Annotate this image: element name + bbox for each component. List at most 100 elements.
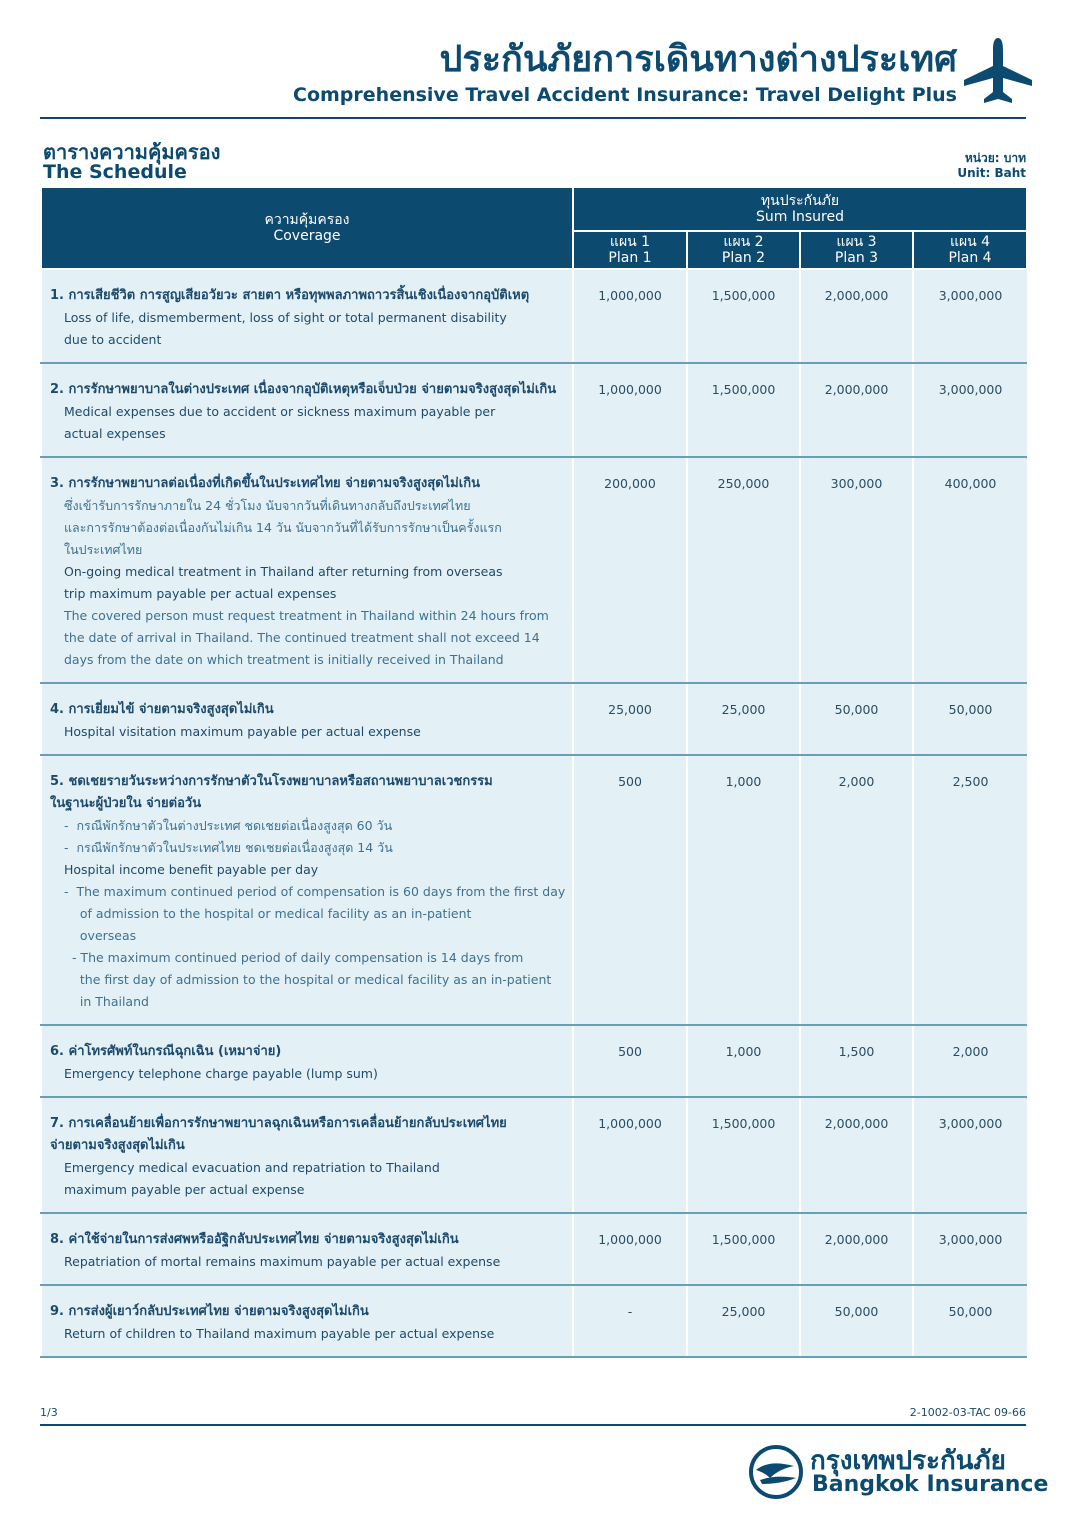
title-en: Hospital visitation maximum payable per … <box>64 724 421 739</box>
sum-value: 1,500,000 <box>686 1097 800 1214</box>
details-en: days from the date on which treatment is… <box>64 652 504 667</box>
details-en: overseas <box>64 928 137 943</box>
details-th: - กรณีพักรักษาตัวในประเทศไทย ชดเชยต่อเนื… <box>64 840 393 855</box>
details-en: - The maximum continued period of daily … <box>64 950 524 965</box>
title-en: Emergency medical evacuation and repatri… <box>64 1160 440 1175</box>
sum-value: 2,000,000 <box>799 1213 913 1286</box>
coverage-cell: 8. ค่าใช้จ่ายในการส่งศพหรืออัฐิกลับประเท… <box>40 1213 573 1286</box>
sum-value: 2,000,000 <box>799 1097 913 1214</box>
footer-rule <box>40 1424 1026 1426</box>
sum-value: 1,000,000 <box>572 269 687 364</box>
sum-value: 1,500,000 <box>686 363 800 458</box>
brand-en: Bangkok Insurance <box>812 1472 1049 1497</box>
title-th: 8. ค่าใช้จ่ายในการส่งศพหรืออัฐิกลับประเท… <box>50 1232 459 1247</box>
coverage-cell: 5. ชดเชยรายวันระหว่างการรักษาตัวในโรงพยา… <box>40 755 573 1026</box>
section-title-en: The Schedule <box>43 161 187 183</box>
title-en: Emergency telephone charge payable (lump… <box>64 1066 378 1081</box>
coverage-en: Coverage <box>273 228 341 244</box>
sum-value: 50,000 <box>799 683 913 756</box>
title-th: จ่ายตามจริงสูงสุดไม่เกิน <box>50 1138 185 1153</box>
coverage-header: ความคุ้มครอง Coverage <box>40 188 574 270</box>
sum-value: 1,000 <box>686 1025 800 1098</box>
details-th: ซึ่งเข้ารับการรักษาภายใน 24 ชั่วโมง นับจ… <box>64 498 471 513</box>
title-th: ประกันภัยการเดินทางต่างประเทศ <box>439 39 958 80</box>
coverage-cell: 6. ค่าโทรศัพท์ในกรณีฉุกเฉิน (เหมาจ่าย) Em… <box>40 1025 573 1098</box>
coverage-row: 5. ชดเชยรายวันระหว่างการรักษาตัวในโรงพยา… <box>40 755 1028 1026</box>
plan-en: Plan 4 <box>948 250 992 266</box>
plan-th: แผน 1 <box>609 234 651 250</box>
section-title-th: ตารางความคุ้มครอง <box>43 140 221 164</box>
plan-th: แผน 3 <box>836 234 877 250</box>
sum-value: - <box>572 1285 687 1358</box>
brand-logo <box>749 1445 803 1499</box>
sum-value: 1,500,000 <box>686 269 800 364</box>
plan-en: Plan 2 <box>721 250 766 266</box>
coverage-cell: 3. การรักษาพยาบาลต่อเนื่องที่เกิดขึ้นในป… <box>40 457 573 684</box>
sum-value: 500 <box>572 1025 687 1098</box>
coverage-row: 8. ค่าใช้จ่ายในการส่งศพหรืออัฐิกลับประเท… <box>40 1213 1028 1286</box>
title-en: trip maximum payable per actual expenses <box>64 586 337 601</box>
header-row: ความคุ้มครอง Coverage ทุนประกันภัย Sum Insu… <box>40 188 1029 270</box>
sum-value: 1,000 <box>686 755 800 1026</box>
page-number: 1/3 <box>40 1406 58 1419</box>
title-th: 6. ค่าโทรศัพท์ในกรณีฉุกเฉิน (เหมาจ่าย) <box>50 1044 282 1059</box>
sum-value: 1,500,000 <box>686 1213 800 1286</box>
plan-header: แผน 2 Plan 2 <box>686 231 801 270</box>
plan-th: แผน 4 <box>949 234 991 250</box>
plan-header: แผน 4 Plan 4 <box>911 231 1029 270</box>
sum-value: 1,000,000 <box>572 1213 687 1286</box>
sum-value: 50,000 <box>911 683 1028 756</box>
title-en: due to accident <box>64 332 162 347</box>
title-th: 3. การรักษาพยาบาลต่อเนื่องที่เกิดขึ้นในป… <box>50 476 480 491</box>
plan-th: แผน 2 <box>723 234 764 250</box>
sum-value: 250,000 <box>686 457 800 684</box>
details-th: และการรักษาต้องต่อเนื่องกันไม่เกิน 14 วั… <box>64 520 502 535</box>
title-en: Return of children to Thailand maximum p… <box>64 1326 495 1341</box>
sum-value: 200,000 <box>572 457 687 684</box>
unit-th: หน่วย: บาท <box>964 151 1026 165</box>
coverage-row: 6. ค่าโทรศัพท์ในกรณีฉุกเฉิน (เหมาจ่าย) Em… <box>40 1025 1028 1098</box>
schedule-table: ความคุ้มครอง Coverage ทุนประกันภัย Sum Insu… <box>40 188 1029 1358</box>
title-th: 1. การเสียชีวิต การสูญเสียอวัยวะ สายตา ห… <box>50 288 530 303</box>
title-th: 4. การเยี่ยมไข้ จ่ายตามจริงสูงสุดไม่เกิน <box>50 702 274 717</box>
sum-value: 1,000,000 <box>572 1097 687 1214</box>
coverage-row: 1. การเสียชีวิต การสูญเสียอวัยวะ สายตา ห… <box>40 269 1028 364</box>
coverage-row: 4. การเยี่ยมไข้ จ่ายตามจริงสูงสุดไม่เกิน… <box>40 683 1028 756</box>
brand-th: กรุงเทพประกันภัย <box>810 1446 1006 1476</box>
title-th: 2. การรักษาพยาบาลในต่างประเทศ เนื่องจากอ… <box>50 382 557 397</box>
sum-value: 2,000 <box>799 755 913 1026</box>
title-en: On-going medical treatment in Thailand a… <box>64 564 503 579</box>
title-en: Hospital income benefit payable per day <box>64 862 319 877</box>
sum-value: 500 <box>572 755 687 1026</box>
sum-value: 2,000 <box>911 1025 1028 1098</box>
plan-header: แผน 3 Plan 3 <box>799 231 914 270</box>
title-en: Comprehensive Travel Accident Insurance:… <box>293 84 957 106</box>
sum-value: 3,000,000 <box>911 1097 1028 1214</box>
title-en: Medical expenses due to accident or sick… <box>64 404 496 419</box>
sum-value: 2,000,000 <box>799 269 913 364</box>
sum-value: 50,000 <box>911 1285 1028 1358</box>
title-en: Repatriation of mortal remains maximum p… <box>64 1254 501 1269</box>
sum-value: 400,000 <box>911 457 1028 684</box>
sum-value: 1,000,000 <box>572 363 687 458</box>
sum-en: Sum Insured <box>756 209 844 225</box>
header-rule <box>40 117 1026 119</box>
title-en: maximum payable per actual expense <box>64 1182 305 1197</box>
plan-en: Plan 1 <box>608 250 652 266</box>
coverage-cell: 1. การเสียชีวิต การสูญเสียอวัยวะ สายตา ห… <box>40 269 573 364</box>
coverage-cell: 7. การเคลื่อนย้ายเพื่อการรักษาพยาบาลฉุกเ… <box>40 1097 573 1214</box>
coverage-row: 2. การรักษาพยาบาลในต่างประเทศ เนื่องจากอ… <box>40 363 1028 458</box>
doc-code: 2-1002-03-TAC 09-66 <box>909 1406 1026 1419</box>
coverage-row: 9. การส่งผู้เยาว์กลับประเทศไทย จ่ายตามจร… <box>40 1285 1028 1358</box>
title-th: 7. การเคลื่อนย้ายเพื่อการรักษาพยาบาลฉุกเ… <box>50 1116 507 1131</box>
sum-value: 300,000 <box>799 457 913 684</box>
coverage-cell: 2. การรักษาพยาบาลในต่างประเทศ เนื่องจากอ… <box>40 363 573 458</box>
details-en: - The maximum continued period of compen… <box>64 884 566 899</box>
sum-th: ทุนประกันภัย <box>760 193 840 209</box>
title-th: 9. การส่งผู้เยาว์กลับประเทศไทย จ่ายตามจร… <box>50 1304 369 1319</box>
sum-value: 25,000 <box>572 683 687 756</box>
plan-header: แผน 1 Plan 1 <box>572 231 688 270</box>
sum-value: 3,000,000 <box>911 363 1028 458</box>
sum-header: ทุนประกันภัย Sum Insured <box>571 188 1029 232</box>
plane-icon <box>964 38 1032 103</box>
